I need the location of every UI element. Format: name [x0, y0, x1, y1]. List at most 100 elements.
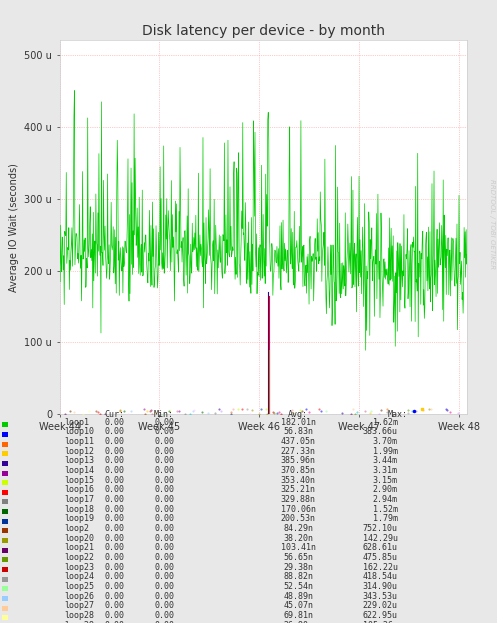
Bar: [2, 451, 8, 456]
Text: loop19: loop19: [65, 515, 94, 523]
Text: 0.00: 0.00: [154, 427, 174, 436]
Text: 0.00: 0.00: [104, 447, 124, 455]
Text: loop15: loop15: [65, 476, 94, 485]
Text: 105.26u: 105.26u: [363, 621, 398, 623]
Text: 2.90m: 2.90m: [373, 485, 398, 494]
Text: 0.00: 0.00: [104, 601, 124, 610]
Text: 0.00: 0.00: [154, 524, 174, 533]
Bar: [2, 432, 8, 437]
Text: 0.00: 0.00: [104, 543, 124, 552]
Text: 0.00: 0.00: [154, 476, 174, 485]
Text: 48.89n: 48.89n: [283, 592, 313, 601]
Bar: [2, 606, 8, 611]
Text: loop14: loop14: [65, 466, 94, 475]
Text: 69.81n: 69.81n: [283, 611, 313, 620]
Text: loop20: loop20: [65, 534, 94, 543]
Text: 29.38n: 29.38n: [283, 563, 313, 571]
Text: 103.41n: 103.41n: [281, 543, 316, 552]
Text: 1.79m: 1.79m: [373, 515, 398, 523]
Text: 628.61u: 628.61u: [363, 543, 398, 552]
Text: loop27: loop27: [65, 601, 94, 610]
Text: 0.00: 0.00: [104, 457, 124, 465]
Bar: [2, 548, 8, 553]
Text: 752.10u: 752.10u: [363, 524, 398, 533]
Text: 0.00: 0.00: [104, 611, 124, 620]
Text: 0.00: 0.00: [154, 437, 174, 446]
Text: 45.07n: 45.07n: [283, 601, 313, 610]
Text: 170.06n: 170.06n: [281, 505, 316, 513]
Text: 0.00: 0.00: [104, 418, 124, 427]
Text: loop1: loop1: [65, 418, 89, 427]
Bar: [2, 490, 8, 495]
Text: 0.00: 0.00: [154, 505, 174, 513]
Bar: [2, 500, 8, 505]
Text: Max:: Max:: [388, 411, 408, 419]
Text: 88.82n: 88.82n: [283, 573, 313, 581]
Text: 1.52m: 1.52m: [373, 505, 398, 513]
Text: 3.70m: 3.70m: [373, 437, 398, 446]
Text: 0.00: 0.00: [154, 457, 174, 465]
Text: 1.62m: 1.62m: [373, 418, 398, 427]
Text: 383.66u: 383.66u: [363, 427, 398, 436]
Text: 3.44m: 3.44m: [373, 457, 398, 465]
Bar: [2, 538, 8, 543]
Text: 370.85n: 370.85n: [281, 466, 316, 475]
Text: 162.22u: 162.22u: [363, 563, 398, 571]
Text: 1.99m: 1.99m: [373, 447, 398, 455]
Text: loop24: loop24: [65, 573, 94, 581]
Text: 0.00: 0.00: [104, 563, 124, 571]
Text: 0.00: 0.00: [104, 466, 124, 475]
Text: loop22: loop22: [65, 553, 94, 562]
Text: 227.33n: 227.33n: [281, 447, 316, 455]
Text: RRDTOOL / TOBI OETIKER: RRDTOOL / TOBI OETIKER: [489, 179, 495, 269]
Text: loop2: loop2: [65, 524, 89, 533]
Text: 200.53n: 200.53n: [281, 515, 316, 523]
Bar: [2, 422, 8, 427]
Bar: [2, 616, 8, 621]
Text: loop23: loop23: [65, 563, 94, 571]
Bar: [2, 567, 8, 572]
Text: 622.95u: 622.95u: [363, 611, 398, 620]
Text: 3.15m: 3.15m: [373, 476, 398, 485]
Text: 343.53u: 343.53u: [363, 592, 398, 601]
Text: 0.00: 0.00: [104, 515, 124, 523]
Bar: [2, 509, 8, 514]
Text: 0.00: 0.00: [154, 534, 174, 543]
Text: 0.00: 0.00: [104, 573, 124, 581]
Text: 52.54n: 52.54n: [283, 582, 313, 591]
Text: loop18: loop18: [65, 505, 94, 513]
Text: 0.00: 0.00: [104, 524, 124, 533]
Text: Cur:: Cur:: [104, 411, 124, 419]
Text: 0.00: 0.00: [154, 582, 174, 591]
Text: 475.85u: 475.85u: [363, 553, 398, 562]
Bar: [2, 528, 8, 533]
Bar: [2, 577, 8, 582]
Text: loop13: loop13: [65, 457, 94, 465]
Text: 182.01n: 182.01n: [281, 418, 316, 427]
Text: 0.00: 0.00: [104, 582, 124, 591]
Text: 56.65n: 56.65n: [283, 553, 313, 562]
Text: 26.90n: 26.90n: [283, 621, 313, 623]
Text: 353.40n: 353.40n: [281, 476, 316, 485]
Text: 0.00: 0.00: [154, 553, 174, 562]
Text: 0.00: 0.00: [104, 427, 124, 436]
Text: 0.00: 0.00: [154, 601, 174, 610]
Text: Avg:: Avg:: [288, 411, 308, 419]
Text: 0.00: 0.00: [154, 466, 174, 475]
Text: 0.00: 0.00: [154, 611, 174, 620]
Text: 0.00: 0.00: [154, 495, 174, 504]
Text: 0.00: 0.00: [154, 543, 174, 552]
Bar: [2, 596, 8, 601]
Bar: [2, 558, 8, 563]
Text: loop10: loop10: [65, 427, 94, 436]
Text: 0.00: 0.00: [154, 563, 174, 571]
Text: 38.20n: 38.20n: [283, 534, 313, 543]
Bar: [2, 586, 8, 591]
Text: 0.00: 0.00: [154, 447, 174, 455]
Text: loop17: loop17: [65, 495, 94, 504]
Y-axis label: Average IO Wait (seconds): Average IO Wait (seconds): [8, 163, 18, 292]
Text: loop12: loop12: [65, 447, 94, 455]
Text: 2.94m: 2.94m: [373, 495, 398, 504]
Text: loop28: loop28: [65, 611, 94, 620]
Bar: [2, 442, 8, 447]
